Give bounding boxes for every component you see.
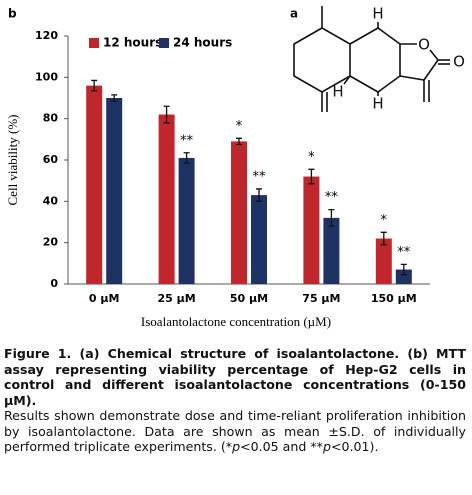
error-bar <box>111 94 118 102</box>
bar <box>251 195 267 284</box>
bond <box>343 75 351 85</box>
error-bar <box>328 208 335 227</box>
error-bar <box>183 152 190 164</box>
caption-title: Figure 1. (a) Chemical structure of isoa… <box>4 346 466 408</box>
significance-label: ** <box>253 169 267 184</box>
error-bar <box>163 105 170 124</box>
x-axis-label: Isoalantolactone concentration (µM) <box>141 314 331 329</box>
legend-label: 24 hours <box>173 36 232 50</box>
text: p <box>322 439 331 454</box>
bar <box>375 238 392 284</box>
atom-label: O <box>453 53 465 71</box>
bar <box>158 114 175 285</box>
error-bar <box>308 168 315 185</box>
significance-label: ** <box>325 190 339 205</box>
y-tick-label: 100 <box>35 70 58 83</box>
y-axis-label: Cell viability (%) <box>5 115 20 206</box>
y-tick-label: 40 <box>43 194 59 207</box>
panel-label: a <box>290 7 298 21</box>
chart: b Cell viability (%) Isoalantolactone co… <box>5 5 465 329</box>
error-bar <box>256 188 262 202</box>
atom-label: H <box>372 5 383 23</box>
legend-swatch <box>159 38 169 48</box>
x-tick-label: 150 µM <box>371 292 417 305</box>
significance-label: ** <box>180 133 194 148</box>
atom-label: O <box>418 36 430 54</box>
bar <box>178 157 195 284</box>
text: p <box>232 439 241 454</box>
error-bar <box>380 231 387 246</box>
text: <0.05 and ** <box>240 439 323 454</box>
significance-label: * <box>381 213 388 228</box>
bar <box>303 176 320 284</box>
bar <box>323 217 340 284</box>
y-tick-label: 120 <box>35 29 58 42</box>
x-tick-label: 0 µM <box>89 292 120 305</box>
y-tick-label: 0 <box>50 277 58 290</box>
atom-label: H <box>372 95 383 113</box>
significance-label: * <box>236 119 243 134</box>
error-bar <box>91 79 98 92</box>
significance-label: * <box>308 150 315 165</box>
structure: a H O O H H <box>290 5 465 113</box>
bar <box>106 98 123 284</box>
x-tick-label: 50 µM <box>230 292 268 305</box>
legend-swatch <box>89 38 99 48</box>
error-bar <box>400 263 407 276</box>
bar <box>231 141 247 284</box>
bar <box>395 269 412 284</box>
significance-label: ** <box>397 245 411 260</box>
text: <0.01). <box>330 439 379 454</box>
caption: Figure 1. (a) Chemical structure of isoa… <box>4 346 466 455</box>
error-bar <box>236 137 242 146</box>
x-tick-label: 25 µM <box>158 292 196 305</box>
ring <box>349 27 401 93</box>
bar <box>86 85 103 284</box>
text: Results shown demonstrate dose and time-… <box>4 408 466 454</box>
y-tick-label: 80 <box>43 112 59 125</box>
bond <box>399 49 439 81</box>
atom-label: H <box>332 83 343 101</box>
x-tick-label: 75 µM <box>302 292 340 305</box>
legend-label: 12 hours <box>103 36 162 50</box>
y-tick-label: 20 <box>43 236 59 249</box>
panel-label: b <box>8 7 17 21</box>
caption-body: Results shown demonstrate dose and time-… <box>4 408 466 455</box>
y-tick-label: 60 <box>43 153 59 166</box>
